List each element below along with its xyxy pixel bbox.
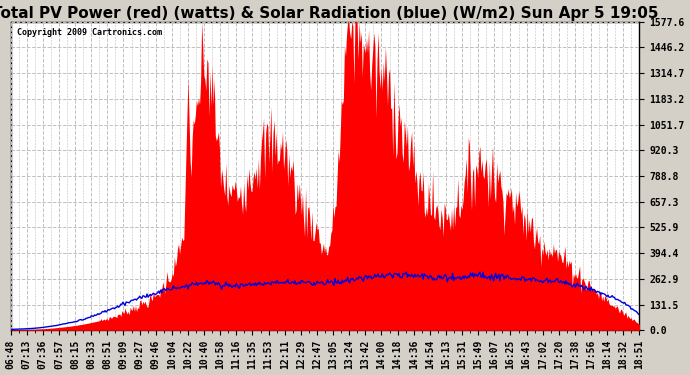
Text: Copyright 2009 Cartronics.com: Copyright 2009 Cartronics.com (17, 28, 162, 37)
Title: Total PV Power (red) (watts) & Solar Radiation (blue) (W/m2) Sun Apr 5 19:05: Total PV Power (red) (watts) & Solar Rad… (0, 6, 658, 21)
